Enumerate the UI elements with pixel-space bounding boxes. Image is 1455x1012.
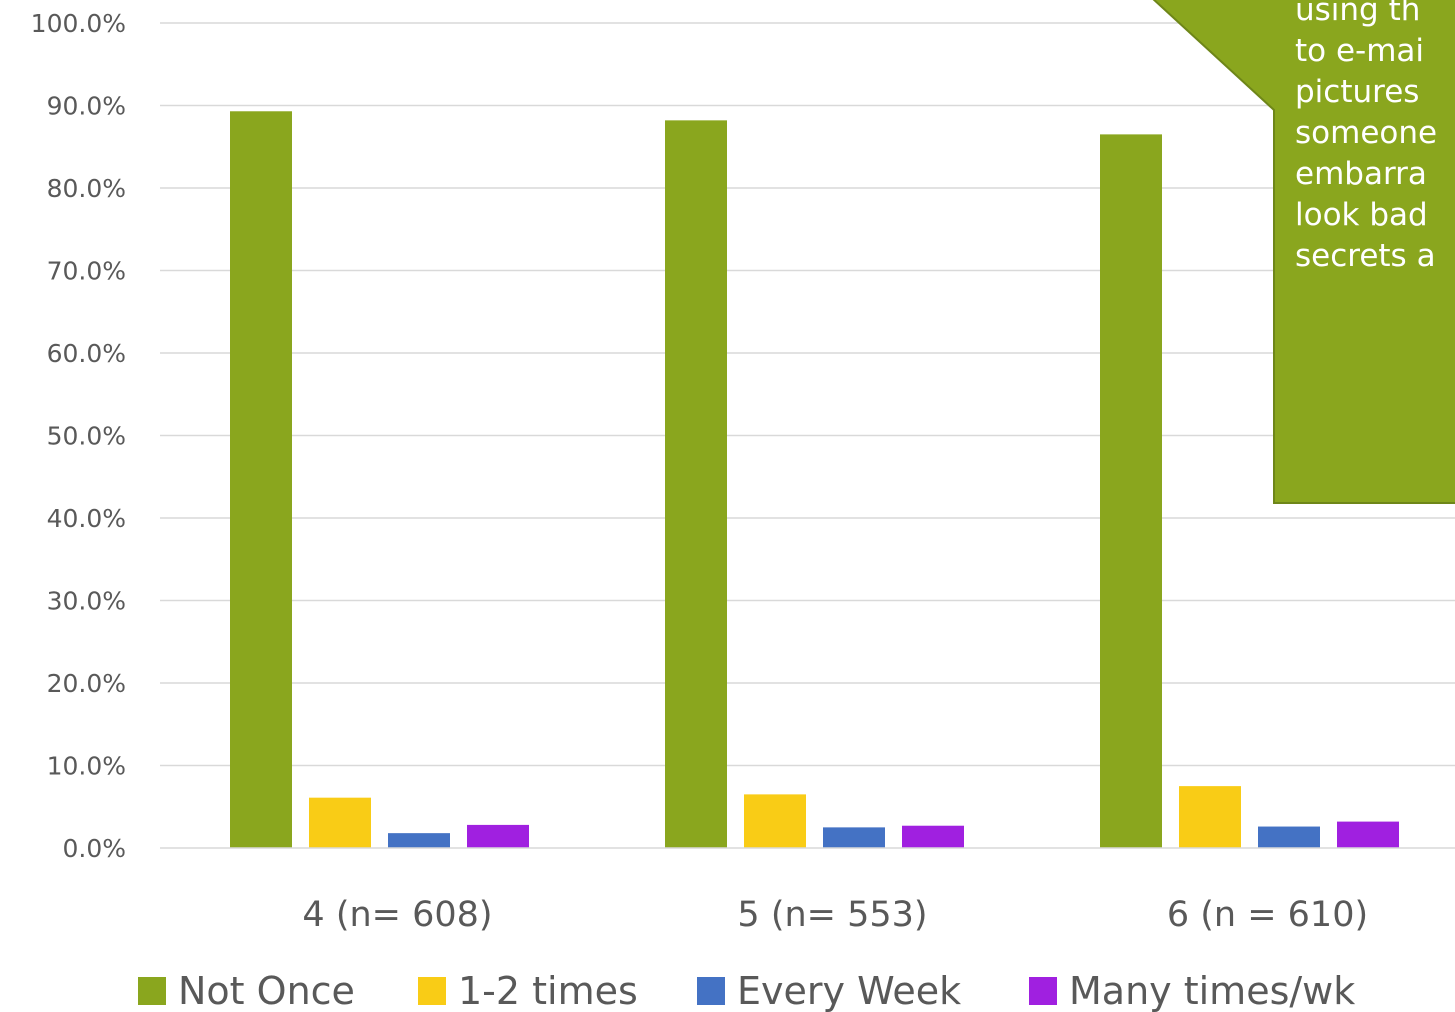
callout-line: to e-mai [1295, 33, 1424, 69]
legend-label: Every Week [737, 969, 961, 1012]
bar-1-2-times [744, 794, 806, 848]
category-label: 6 (n = 610) [1167, 895, 1368, 935]
legend-swatch [418, 977, 446, 1005]
bar-many-times-wk [1337, 821, 1399, 848]
gridlines [160, 22, 1455, 767]
bar-every-week [388, 833, 450, 848]
bar-many-times-wk [467, 824, 529, 848]
y-tick-label: 60.0% [47, 339, 126, 368]
legend: Not Once 1-2 times Every Week Many times/wk [138, 969, 1355, 1012]
y-tick-label: 10.0% [47, 752, 126, 781]
legend-swatch [1029, 977, 1057, 1005]
callout-line: look bad [1295, 197, 1428, 233]
callout-box [1152, 0, 1455, 504]
y-tick-label: 20.0% [47, 669, 126, 698]
category-label: 4 (n= 608) [302, 895, 492, 935]
bar-1-2-times [1179, 786, 1241, 848]
bar-not-once [230, 111, 292, 848]
bar-many-times-wk [902, 825, 964, 848]
bar-not-once [665, 120, 727, 849]
bars [230, 111, 1399, 849]
bar-every-week [1258, 826, 1320, 848]
callout-line: embarra [1295, 156, 1427, 192]
callout-line: secrets a [1295, 238, 1436, 274]
legend-label: 1-2 times [458, 969, 638, 1012]
bar-every-week [823, 827, 885, 848]
callout-line: using th [1295, 0, 1420, 28]
y-tick-label: 80.0% [47, 174, 126, 203]
legend-swatch [138, 977, 166, 1005]
legend-label: Not Once [178, 969, 355, 1012]
callout: using th to e-mai pictures someone embarra lo… [1152, 0, 1455, 504]
bar-not-once [1100, 134, 1162, 848]
legend-swatch [697, 977, 725, 1005]
y-tick-label: 0.0% [62, 834, 126, 863]
y-tick-label: 50.0% [47, 422, 126, 451]
y-tick-label: 100.0% [31, 9, 126, 38]
legend-label: Many times/wk [1069, 969, 1355, 1012]
y-tick-label: 30.0% [47, 587, 126, 616]
category-labels: 4 (n= 608) 5 (n= 553) 6 (n = 610) [302, 895, 1368, 935]
callout-line: pictures [1295, 74, 1419, 110]
category-label: 5 (n= 553) [737, 895, 927, 935]
bar-1-2-times [309, 797, 371, 848]
y-tick-label: 40.0% [47, 504, 126, 533]
y-axis-ticks: 0.0% 10.0% 20.0% 30.0% 40.0% 50.0% 60.0% 70.0% 8… [31, 9, 126, 863]
y-tick-label: 90.0% [47, 92, 126, 121]
callout-text: using th to e-mai pictures someone embarra lo… [1295, 0, 1437, 274]
y-tick-label: 70.0% [47, 257, 126, 286]
callout-line: someone [1295, 115, 1437, 151]
